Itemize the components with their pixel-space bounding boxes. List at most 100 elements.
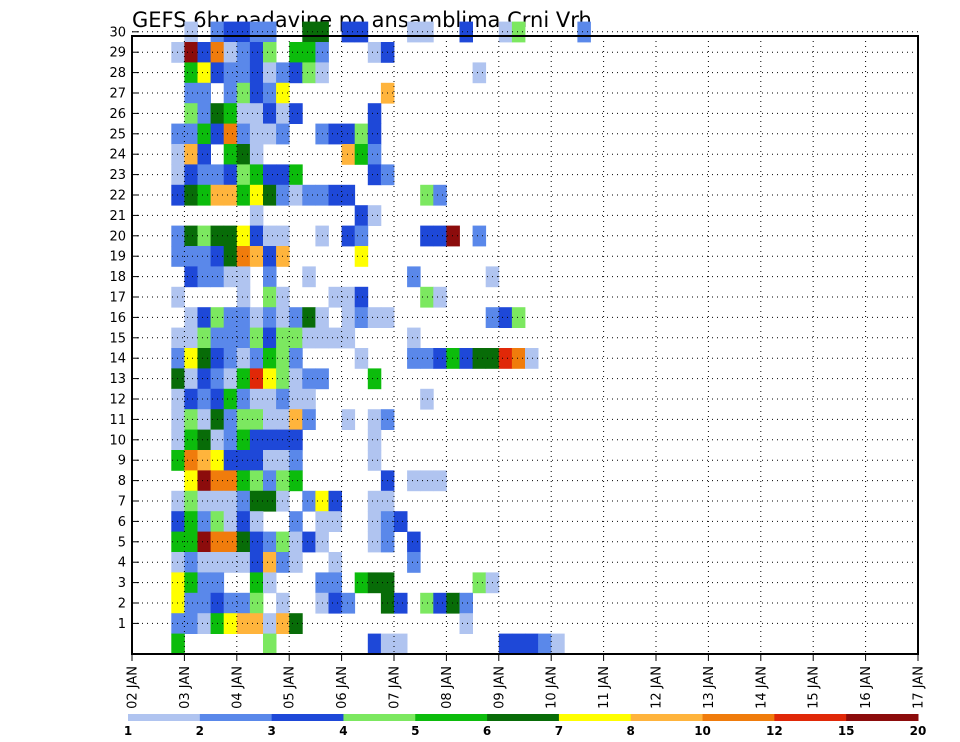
heatmap-cell <box>197 62 211 84</box>
heatmap-cell <box>302 266 316 288</box>
heatmap-cell <box>433 225 447 247</box>
x-tick-label: 02 JAN <box>126 666 141 709</box>
heatmap-cell <box>498 633 513 655</box>
heatmap-cell <box>289 429 303 451</box>
y-tick-label: 1 <box>118 617 126 632</box>
x-tick-label: 13 JAN <box>702 666 717 709</box>
heatmap-cell <box>197 144 211 165</box>
heatmap-cell <box>341 144 356 165</box>
heatmap-cell <box>249 490 264 512</box>
heatmap-cell <box>263 327 277 349</box>
heatmap-cell <box>302 368 316 390</box>
heatmap-cell <box>249 572 264 594</box>
colorbar-label: 15 <box>838 724 855 738</box>
heatmap-cell <box>223 327 238 349</box>
heatmap-cell <box>223 368 238 390</box>
heatmap-cell <box>394 592 408 614</box>
heatmap-cell <box>354 21 369 43</box>
colorbar-swatch <box>199 714 273 721</box>
heatmap-cell <box>302 327 316 349</box>
heatmap-cell <box>223 348 238 369</box>
heatmap-cell <box>171 327 185 349</box>
y-tick-label: 13 <box>109 372 126 387</box>
heatmap-cell <box>328 592 342 614</box>
heatmap-cell <box>289 327 303 349</box>
heatmap-cell <box>328 184 342 206</box>
x-tick-label: 05 JAN <box>283 666 298 709</box>
heatmap-cell <box>236 470 251 492</box>
heatmap-cell <box>367 511 382 532</box>
heatmap-cell <box>420 388 434 410</box>
heatmap-cell <box>236 246 251 267</box>
heatmap-cell <box>263 225 277 247</box>
heatmap-cell <box>249 552 264 573</box>
colorbar-label: 6 <box>483 724 491 738</box>
y-tick-label: 22 <box>109 189 126 204</box>
heatmap-cell <box>184 409 198 430</box>
heatmap-cell <box>223 184 238 206</box>
heatmap-cell <box>223 164 238 186</box>
y-tick-label: 18 <box>109 270 126 285</box>
heatmap-cell <box>184 552 198 573</box>
heatmap-cell <box>197 348 211 369</box>
heatmap-cell <box>328 123 342 145</box>
heatmap-cell <box>367 144 382 165</box>
y-tick-label: 5 <box>118 535 126 550</box>
heatmap-cell <box>236 42 251 63</box>
heatmap-cell <box>302 531 316 553</box>
heatmap-cell <box>223 613 238 634</box>
heatmap-cell <box>354 123 369 145</box>
colorbar-label: 12 <box>766 724 783 738</box>
heatmap-cell <box>407 327 421 349</box>
heatmap-cell <box>171 490 185 512</box>
heatmap-cell <box>236 409 251 430</box>
heatmap-cell <box>367 450 382 471</box>
heatmap-cell <box>263 531 277 553</box>
heatmap-cell <box>249 429 264 451</box>
heatmap-cell <box>197 388 211 410</box>
heatmap-cell <box>171 592 185 614</box>
heatmap-cell <box>538 633 552 655</box>
y-tick-label: 25 <box>109 127 126 142</box>
x-tick-label: 06 JAN <box>335 666 350 709</box>
heatmap-cell <box>263 450 277 471</box>
heatmap-cell <box>236 490 251 512</box>
heatmap-cell <box>289 307 303 328</box>
heatmap-cell <box>184 470 198 492</box>
heatmap-cell <box>249 388 264 410</box>
heatmap-cell <box>236 327 251 349</box>
heatmap-cell <box>236 307 251 328</box>
heatmap-cell <box>289 450 303 471</box>
heatmap-cell <box>511 633 526 655</box>
heatmap-cell <box>223 266 238 288</box>
heatmap-cell <box>171 450 185 471</box>
y-tick-label: 28 <box>109 66 126 81</box>
heatmap-cell <box>184 368 198 390</box>
heatmap-cell <box>197 123 211 145</box>
heatmap-cell <box>171 388 185 410</box>
heatmap-cell <box>236 388 251 410</box>
heatmap-cell <box>171 184 185 206</box>
heatmap-cell <box>249 225 264 247</box>
colorbar-label: 8 <box>627 724 635 738</box>
heatmap-cell <box>171 613 185 634</box>
heatmap-cell <box>459 348 473 369</box>
heatmap-cell <box>289 552 303 573</box>
x-tick-label: 09 JAN <box>492 666 507 709</box>
heatmap-cell <box>236 592 251 614</box>
heatmap-cell <box>263 246 277 267</box>
heatmap-cell <box>367 531 382 553</box>
heatmap-cell <box>197 511 211 532</box>
heatmap-cell <box>263 572 277 594</box>
heatmap-cell <box>446 225 460 247</box>
heatmap-cell <box>223 82 238 104</box>
heatmap-cell <box>354 205 369 226</box>
heatmap-cell <box>197 490 211 512</box>
heatmap-cell <box>472 348 487 369</box>
heatmap-cell <box>223 450 238 471</box>
heatmap-cell <box>223 429 238 451</box>
heatmap-cell <box>433 348 447 369</box>
heatmap-cell <box>446 592 460 614</box>
heatmap-cell <box>302 21 316 43</box>
heatmap-cell <box>302 62 316 84</box>
